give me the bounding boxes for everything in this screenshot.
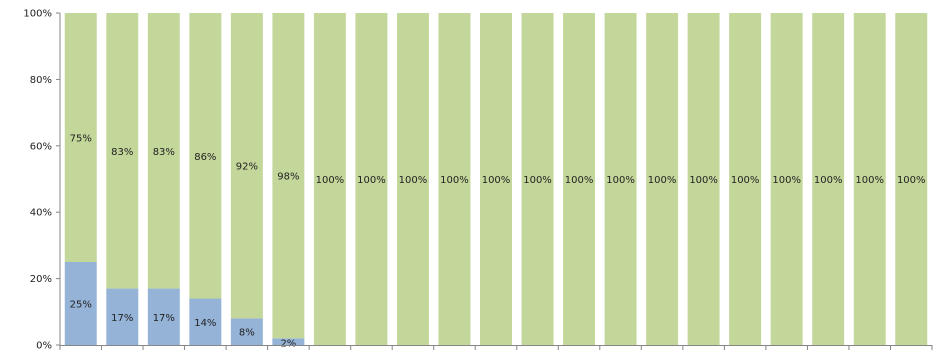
data-label-s2-18: 100% (772, 175, 801, 186)
bar-segment-s2-3 (147, 13, 180, 289)
data-label-s2-16: 100% (689, 175, 718, 186)
data-label-s2-4: 86% (194, 152, 216, 163)
bars-layer (64, 13, 928, 345)
bar-segment-s2-9 (396, 13, 429, 345)
data-label-s2-21: 100% (897, 175, 926, 186)
bar-segment-s2-7 (313, 13, 346, 345)
data-label-s2-10: 100% (440, 175, 469, 186)
data-label-s2-6: 98% (277, 172, 299, 183)
data-label-s1-2: 17% (111, 313, 133, 324)
bar-segment-s2-15 (646, 13, 679, 345)
bar-segment-s2-16 (687, 13, 720, 345)
bar-segment-s2-1 (64, 13, 97, 262)
data-label-s2-8: 100% (357, 175, 386, 186)
data-label-s2-13: 100% (565, 175, 594, 186)
data-labels-layer: 25% 75% 17% 83% 17% 83% 14% 86% 8% 92% 2% 98% 100% 10… (70, 134, 926, 350)
data-label-s1-6: 2% (280, 338, 296, 349)
bar-segment-s2-21 (895, 13, 928, 345)
y-tick-label-40: 40% (30, 208, 52, 219)
bar-segment-s2-17 (729, 13, 762, 345)
data-label-s2-3: 83% (153, 147, 175, 158)
bar-segment-s2-13 (563, 13, 596, 345)
bar-segment-s2-14 (604, 13, 637, 345)
bar-segment-s2-2 (106, 13, 139, 289)
bar-segment-s2-4 (189, 13, 222, 299)
data-label-s2-12: 100% (523, 175, 552, 186)
bar-segment-s1-4 (189, 298, 222, 345)
data-label-s2-2: 83% (111, 147, 133, 158)
data-label-s1-1: 25% (70, 300, 92, 311)
data-label-s2-17: 100% (731, 175, 760, 186)
bar-segment-s2-19 (812, 13, 845, 345)
data-label-s2-7: 100% (316, 175, 345, 186)
data-label-s2-14: 100% (606, 175, 635, 186)
data-label-s2-20: 100% (855, 175, 884, 186)
bar-segment-s2-6 (272, 13, 305, 339)
bar-segment-s2-18 (770, 13, 803, 345)
y-tick-label-80: 80% (30, 75, 52, 86)
y-tick-label-60: 60% (30, 141, 52, 152)
data-label-s2-9: 100% (399, 175, 428, 186)
y-tick-label-0: 0% (36, 341, 52, 351)
data-label-s2-5: 92% (236, 162, 258, 173)
data-label-s1-4: 14% (194, 318, 216, 329)
y-tick-label-100: 100% (23, 9, 52, 20)
bar-segment-s2-5 (230, 13, 263, 319)
bar-segment-s2-12 (521, 13, 554, 345)
bar-segment-s1-2 (106, 288, 139, 345)
data-label-s2-15: 100% (648, 175, 677, 186)
axes-layer: 0% 20% 40% 60% 80% 100% (23, 9, 933, 351)
bar-segment-s1-3 (147, 288, 180, 345)
data-label-s2-19: 100% (814, 175, 843, 186)
bar-segment-s1-5 (230, 318, 263, 345)
data-label-s2-11: 100% (482, 175, 511, 186)
bar-segment-s1-1 (64, 262, 97, 345)
bar-segment-s2-8 (355, 13, 388, 345)
bar-segment-s2-10 (438, 13, 471, 345)
y-tick-label-20: 20% (30, 274, 52, 285)
data-label-s2-1: 75% (70, 134, 92, 145)
bar-segment-s2-20 (853, 13, 886, 345)
bar-segment-s1-6 (272, 338, 305, 345)
data-label-s1-3: 17% (153, 313, 175, 324)
bar-segment-s2-11 (480, 13, 512, 345)
data-label-s1-5: 8% (239, 328, 255, 339)
